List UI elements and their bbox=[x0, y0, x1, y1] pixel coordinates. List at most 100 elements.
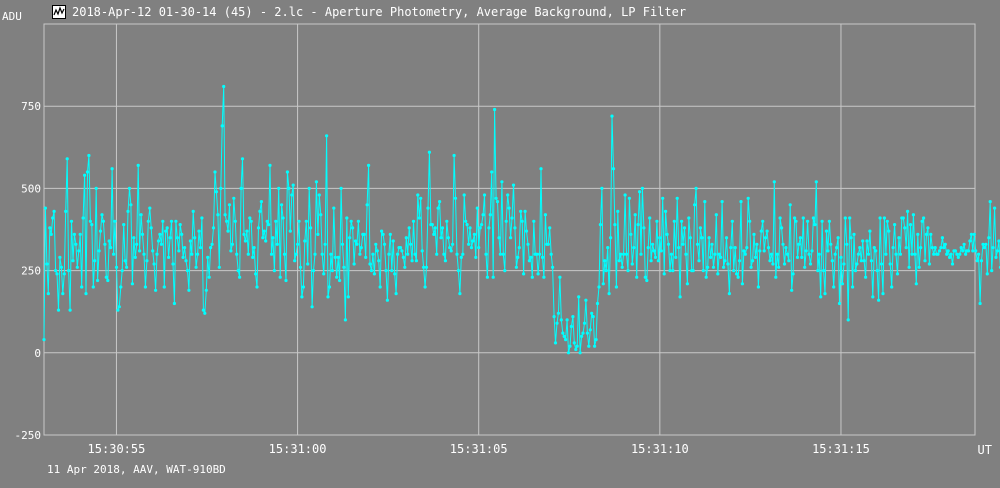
data-point bbox=[651, 242, 655, 246]
data-point bbox=[762, 249, 766, 253]
chart-title: 2018-Apr-12 01-30-14 (45) - 2.lc - Apert… bbox=[72, 5, 687, 19]
data-point bbox=[966, 249, 971, 253]
data-point bbox=[384, 269, 388, 273]
data-point bbox=[694, 186, 698, 190]
data-point bbox=[165, 226, 169, 230]
data-point bbox=[706, 265, 710, 269]
data-point bbox=[239, 186, 243, 190]
data-point bbox=[158, 232, 162, 236]
data-point bbox=[655, 219, 659, 223]
data-point bbox=[307, 186, 311, 190]
y-tick-label: 750 bbox=[21, 100, 41, 113]
data-point bbox=[77, 249, 81, 253]
data-point bbox=[929, 232, 933, 236]
data-point bbox=[778, 216, 782, 220]
data-point bbox=[890, 285, 894, 289]
data-point bbox=[572, 341, 576, 345]
data-point bbox=[561, 331, 565, 335]
data-point bbox=[236, 269, 240, 273]
data-point bbox=[904, 246, 908, 250]
data-point bbox=[129, 203, 133, 207]
data-point bbox=[210, 242, 214, 246]
data-point bbox=[245, 229, 249, 233]
data-point bbox=[640, 186, 645, 190]
x-tick-label: 15:31:10 bbox=[631, 442, 689, 456]
data-point bbox=[83, 173, 87, 177]
data-point bbox=[49, 232, 53, 236]
data-point bbox=[459, 255, 463, 259]
data-point bbox=[874, 249, 878, 253]
data-point bbox=[45, 262, 49, 266]
data-point bbox=[362, 232, 366, 236]
data-point bbox=[55, 272, 59, 276]
data-point bbox=[107, 239, 111, 243]
data-point bbox=[774, 275, 778, 279]
data-point bbox=[532, 219, 536, 223]
data-point bbox=[920, 219, 924, 223]
data-point bbox=[823, 292, 827, 296]
data-point bbox=[375, 249, 379, 253]
data-point bbox=[946, 249, 950, 253]
data-point bbox=[468, 226, 472, 230]
data-point bbox=[851, 285, 855, 289]
data-point bbox=[643, 275, 647, 279]
data-point bbox=[191, 209, 195, 213]
data-point bbox=[104, 275, 108, 279]
data-point bbox=[777, 265, 781, 269]
data-point bbox=[564, 338, 568, 342]
data-point bbox=[961, 249, 965, 253]
data-point bbox=[393, 272, 397, 276]
data-point bbox=[410, 259, 414, 263]
data-point bbox=[298, 265, 303, 269]
data-point bbox=[853, 269, 858, 273]
data-point bbox=[930, 246, 934, 250]
data-point bbox=[937, 249, 942, 253]
data-point bbox=[125, 265, 129, 269]
data-point bbox=[627, 196, 632, 200]
data-point bbox=[265, 219, 269, 223]
data-point bbox=[316, 232, 320, 236]
data-point bbox=[704, 275, 708, 279]
data-point bbox=[175, 236, 179, 240]
data-point bbox=[787, 259, 791, 263]
data-point bbox=[942, 246, 946, 250]
data-point bbox=[885, 219, 889, 223]
data-point bbox=[413, 252, 417, 256]
data-point bbox=[136, 163, 140, 167]
data-point bbox=[388, 232, 392, 236]
plot-frame bbox=[43, 23, 976, 436]
data-point bbox=[658, 236, 662, 240]
data-point bbox=[169, 219, 174, 223]
data-point bbox=[688, 236, 692, 240]
data-point bbox=[296, 242, 300, 246]
data-point bbox=[745, 246, 749, 250]
data-point bbox=[895, 272, 900, 276]
data-point bbox=[303, 239, 307, 243]
data-point bbox=[109, 246, 113, 250]
data-point bbox=[258, 209, 262, 213]
data-point bbox=[461, 252, 465, 256]
data-point bbox=[624, 252, 629, 256]
data-point bbox=[420, 249, 424, 253]
data-point bbox=[85, 170, 90, 174]
data-point bbox=[455, 252, 459, 256]
data-point bbox=[504, 219, 508, 223]
data-point bbox=[764, 236, 768, 240]
data-point bbox=[677, 246, 681, 250]
data-point bbox=[497, 236, 501, 240]
data-point bbox=[584, 298, 588, 302]
data-point bbox=[359, 246, 363, 250]
data-point bbox=[152, 262, 156, 266]
y-tick-label: 0 bbox=[34, 347, 41, 360]
data-point bbox=[469, 246, 474, 250]
data-point bbox=[332, 206, 336, 210]
data-point bbox=[319, 213, 323, 217]
data-point bbox=[467, 242, 471, 246]
data-point bbox=[994, 255, 998, 259]
data-point bbox=[865, 239, 869, 243]
data-point bbox=[649, 259, 653, 263]
data-point bbox=[443, 259, 447, 263]
data-point bbox=[884, 252, 888, 256]
data-point bbox=[349, 219, 353, 223]
data-point bbox=[84, 292, 88, 296]
